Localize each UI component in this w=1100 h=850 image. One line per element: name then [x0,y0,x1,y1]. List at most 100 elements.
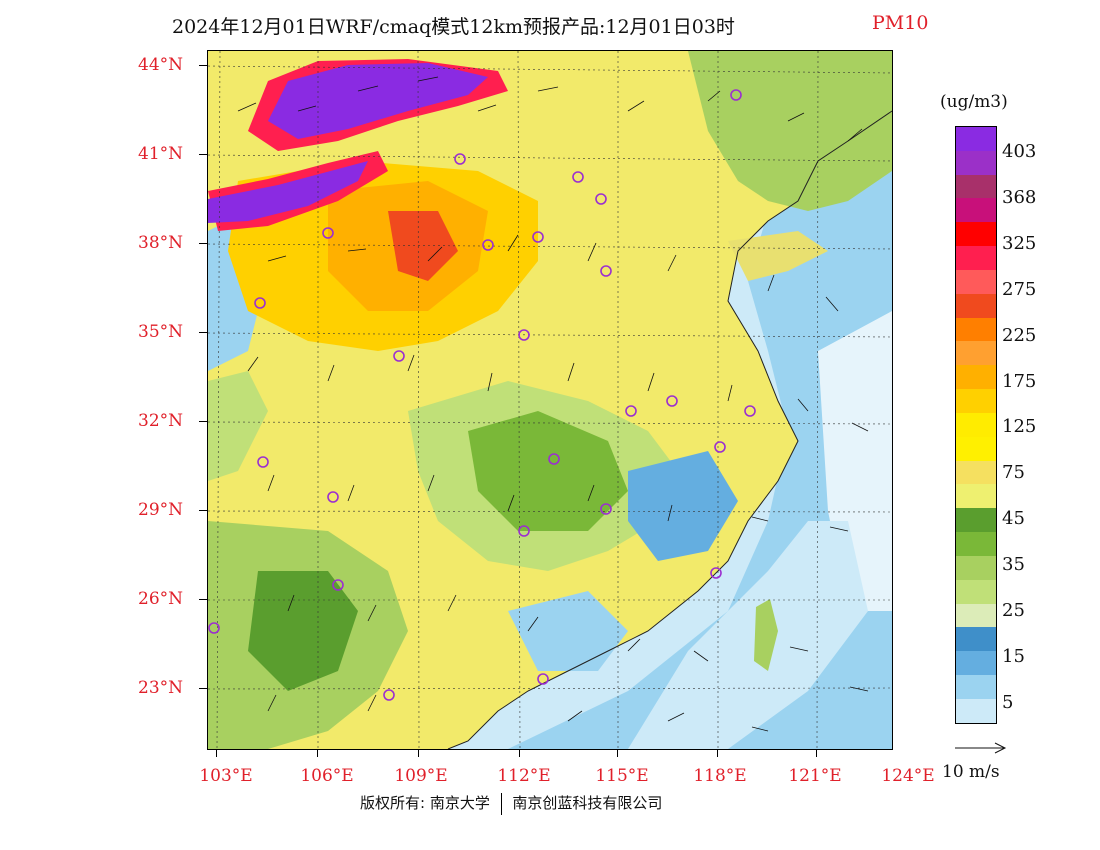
blue-zone-guangdong [508,591,628,671]
plume-west [208,161,368,223]
colorbar-label: 35 [1002,554,1025,575]
station-marker [730,89,742,101]
colorbar-segment [956,651,996,676]
station-marker [254,297,266,309]
colorbar-segment [956,127,996,151]
colorbar-segment [956,436,996,461]
station-marker [600,503,612,515]
lat-label-32: 32°N [138,411,184,431]
colorbar-segment [956,412,996,437]
station-markers [208,89,756,701]
lon-tick [519,749,520,757]
station-marker [595,193,607,205]
pollution-red [388,211,458,281]
lat-label-41: 41°N [138,144,184,164]
lat-label-23: 23°N [138,678,184,698]
colorbar-label: 175 [1002,371,1037,392]
station-marker [625,405,637,417]
colorbar-segment [956,675,996,699]
station-marker [482,239,494,251]
colorbar-segment [956,222,996,247]
station-marker [518,329,530,341]
south-sea-light [628,521,868,749]
colorbar-label: 225 [1002,325,1037,346]
lon-label-106: 106°E [300,766,354,786]
station-marker [208,622,220,634]
company-text: 南京创蓝科技有限公司 [512,794,663,812]
colorbar-segment [956,341,996,366]
station-marker [327,491,339,503]
lat-label-26: 26°N [138,589,184,609]
colorbar-label: 125 [1002,416,1037,437]
colorbar-segment [956,532,996,556]
lon-tick [816,749,817,757]
colorbar-label: 403 [1002,141,1037,162]
colorbar-segment [956,508,996,533]
blue-zone-fujian [628,451,738,561]
colorbar-segment [956,579,996,604]
station-marker [454,153,466,165]
copyright-text: 版权所有: 南京大学 [360,794,490,812]
colorbar-label: 368 [1002,187,1037,208]
land-shandong [728,231,828,281]
lon-tick [617,749,618,757]
footer-divider [500,792,502,815]
station-marker [532,231,544,243]
colorbar-segment [956,460,996,485]
station-marker [537,673,549,685]
lat-tick [199,688,207,689]
lat-tick [199,65,207,66]
vector-reference-arrow [955,742,1007,754]
lat-label-38: 38°N [138,233,184,253]
colorbar-segment [956,317,996,342]
station-marker [393,350,405,362]
colorbar-label: 25 [1002,600,1025,621]
station-marker [383,689,395,701]
colorbar-label: 325 [1002,233,1037,254]
colorbar-segment [956,150,996,175]
lon-tick [717,749,718,757]
colorbar-label: 75 [1002,462,1025,483]
plume-north [268,63,488,139]
title-pollutant: PM10 [872,12,929,34]
lon-label-124: 124°E [881,766,935,786]
lat-label-44: 44°N [138,55,184,75]
colorbar-segment [956,484,996,509]
lat-label-35: 35°N [138,322,184,342]
lon-label-115: 115°E [595,766,649,786]
title-main: 2024年12月01日WRF/cmaq模式12km预报产品:12月01日03时 [172,16,735,38]
pm10-map [207,50,893,750]
lon-tick [216,749,217,757]
station-marker [666,395,678,407]
colorbar-label: 5 [1002,692,1014,713]
colorbar-unit: (ug/m3) [940,92,1008,112]
station-marker [744,405,756,417]
colorbar-segment [956,555,996,580]
colorbar-segment [956,198,996,223]
lon-label-109: 109°E [394,766,448,786]
lon-tick [317,749,318,757]
green-zone-west [208,371,268,481]
station-marker [714,441,726,453]
station-marker [332,579,344,591]
lon-label-103: 103°E [199,766,253,786]
colorbar-segment [956,698,996,723]
colorbar-segment [956,246,996,270]
lon-tick [418,749,419,757]
station-marker [572,171,584,183]
lat-tick [199,154,207,155]
island-taiwan [754,599,778,671]
station-marker [257,456,269,468]
lat-label-29: 29°N [138,500,184,520]
colorbar-segment [956,293,996,318]
lat-tick [199,510,207,511]
lon-label-118: 118°E [693,766,747,786]
colorbar-label: 45 [1002,508,1025,529]
pm10-map-svg [208,51,892,749]
wind-vectors [237,76,869,732]
colorbar-segment [956,174,996,199]
station-marker [710,567,722,579]
station-marker [548,453,560,465]
vector-reference-label: 10 m/s [942,762,1000,782]
colorbar-label: 15 [1002,646,1025,667]
